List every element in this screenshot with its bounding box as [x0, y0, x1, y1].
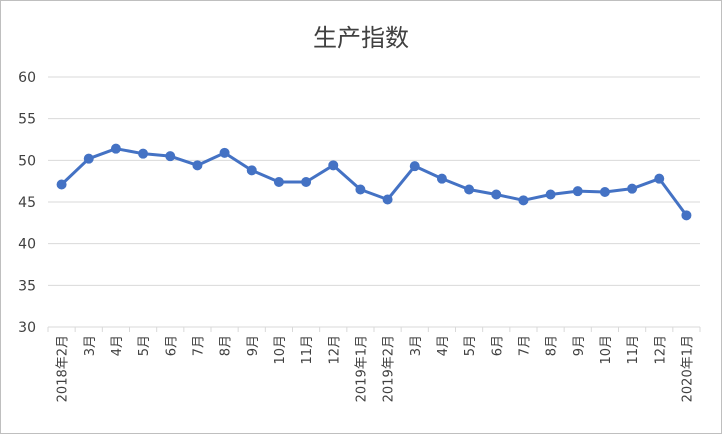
- y-tick-label: 30: [18, 320, 36, 336]
- x-tick-label: 9月: [572, 335, 587, 356]
- x-tick-label: 2020年1月: [680, 335, 695, 402]
- data-point: [328, 160, 339, 171]
- data-point: [681, 210, 692, 221]
- x-tick-label: 5月: [463, 335, 478, 356]
- x-tick-label: 6月: [490, 335, 505, 356]
- data-point: [654, 173, 665, 184]
- data-point: [382, 194, 393, 205]
- data-point: [491, 189, 502, 200]
- data-point: [409, 161, 420, 172]
- y-tick-label: 60: [18, 70, 36, 86]
- data-point: [355, 184, 366, 195]
- data-point: [165, 151, 176, 162]
- data-point: [138, 148, 149, 159]
- data-point: [246, 165, 257, 176]
- x-tick-label: 5月: [137, 335, 152, 356]
- data-point: [110, 143, 121, 154]
- x-tick-label: 9月: [246, 335, 261, 356]
- data-point: [464, 184, 475, 195]
- x-tick-label: 7月: [517, 335, 532, 356]
- series-line: [60, 147, 688, 217]
- data-point: [301, 177, 312, 187]
- x-tick-label: 7月: [191, 335, 206, 356]
- x-tick-label: 4月: [110, 335, 125, 356]
- y-tick-label: 35: [18, 278, 36, 294]
- y-tick-label: 50: [18, 153, 36, 169]
- data-point: [599, 187, 610, 197]
- x-tick-label: 11月: [300, 335, 315, 365]
- x-tick-label: 3月: [409, 335, 424, 356]
- y-tick-label: 40: [18, 237, 36, 253]
- data-point: [627, 183, 638, 194]
- x-tick-label: 2018年2月: [56, 335, 71, 402]
- data-point: [83, 153, 94, 164]
- x-tick-label: 12月: [327, 335, 342, 365]
- data-point: [545, 189, 556, 200]
- x-tick-label: 6月: [164, 335, 179, 356]
- x-tick-label: 8月: [545, 335, 560, 356]
- y-tick-label: 55: [18, 112, 36, 128]
- data-point: [436, 173, 447, 184]
- y-tick-label: 45: [18, 195, 36, 211]
- x-tick-label: 3月: [83, 335, 98, 356]
- x-tick-label: 2019年2月: [382, 335, 397, 402]
- data-point: [56, 179, 67, 190]
- x-tick-label: 10月: [273, 335, 288, 365]
- x-tick-label: 10月: [599, 335, 614, 365]
- x-tick-label: 2019年1月: [354, 335, 369, 402]
- data-point: [192, 160, 203, 171]
- x-tick-label: 12月: [653, 335, 668, 365]
- data-point: [219, 147, 230, 158]
- data-point: [572, 186, 583, 197]
- x-tick-label: 4月: [436, 335, 451, 356]
- chart-title: 生产指数: [313, 24, 409, 52]
- data-point: [273, 177, 284, 187]
- x-tick-label: 11月: [626, 335, 641, 365]
- x-tick-label: 8月: [219, 335, 234, 356]
- data-point: [518, 195, 529, 206]
